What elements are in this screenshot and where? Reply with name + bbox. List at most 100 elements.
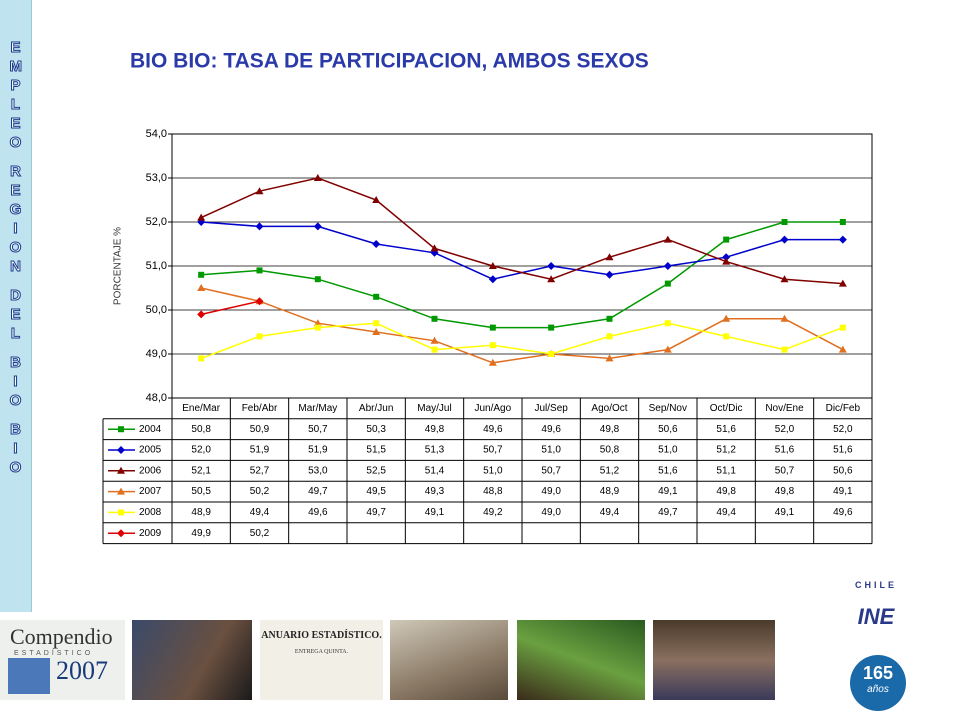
data-label: 50,7 [541, 465, 561, 476]
legend-label: 2007 [139, 486, 162, 497]
marker [372, 240, 381, 248]
marker [118, 509, 124, 516]
data-label: 49,4 [600, 507, 620, 518]
anniversary-text: años [867, 684, 889, 695]
data-label: 49,6 [833, 507, 853, 518]
x-tick-label: Sep/Nov [649, 403, 687, 414]
marker [489, 342, 496, 349]
marker [780, 235, 789, 244]
marker [198, 271, 205, 278]
data-label: 52,0 [833, 424, 853, 435]
sidebar-word: BIO [9, 354, 22, 410]
data-label: 51,9 [308, 445, 328, 456]
marker [197, 310, 206, 319]
photo [653, 620, 775, 700]
data-label: 51,9 [250, 445, 270, 456]
data-label: 51,6 [658, 465, 678, 476]
x-tick-label: Feb/Abr [242, 403, 278, 414]
x-tick-label: Nov/Ene [765, 403, 804, 414]
marker [489, 324, 496, 331]
marker [488, 275, 497, 284]
data-label: 50,3 [366, 424, 386, 435]
sidebar-word: DEL [10, 287, 22, 343]
data-label: 49,7 [366, 507, 386, 518]
data-label: 48,9 [191, 507, 211, 518]
marker [430, 336, 439, 344]
marker [117, 446, 125, 454]
x-tick-label: Jul/Sep [534, 403, 568, 414]
marker [197, 284, 206, 291]
marker [663, 235, 672, 243]
series-line [201, 221, 843, 329]
y-tick-label: 48,0 [146, 392, 167, 404]
data-label: 49,4 [716, 507, 736, 518]
data-label: 49,7 [308, 486, 328, 497]
data-label: 49,1 [833, 486, 853, 497]
marker [256, 333, 263, 340]
marker [780, 314, 789, 322]
x-tick-label: Dic/Feb [826, 403, 861, 414]
marker [313, 319, 322, 327]
marker [488, 358, 497, 366]
anuario-image: ANUARIO ESTADÍSTICO. ENTREGA QUINTA. [260, 620, 383, 700]
data-label: 50,7 [483, 445, 503, 456]
marker [838, 345, 847, 353]
marker [118, 426, 124, 433]
marker [606, 315, 613, 322]
data-label: 50,8 [600, 445, 620, 456]
marker [723, 333, 730, 340]
data-label: 51,0 [483, 465, 503, 476]
marker [197, 213, 206, 221]
anniversary-number: 165 [862, 663, 894, 683]
chart: BIO BIO: TASA DE PARTICIPACION, AMBOS SE… [102, 50, 873, 545]
legend-label: 2009 [139, 528, 162, 539]
marker [663, 262, 672, 270]
marker [781, 219, 788, 225]
sidebar: EMPLEO REGION DEL BIO BIO [0, 0, 32, 612]
marker [373, 320, 380, 327]
data-label: 48,8 [483, 486, 503, 497]
ine-logo: CHILE INE [838, 580, 914, 640]
marker [430, 244, 439, 252]
data-label: 50,7 [775, 465, 795, 476]
marker [373, 293, 380, 300]
data-label: 51,2 [600, 465, 620, 476]
data-label: 51,0 [541, 445, 561, 456]
marker [839, 219, 846, 225]
series-line [200, 322, 844, 360]
data-label: 51,6 [833, 445, 853, 456]
marker [838, 279, 847, 287]
marker [548, 324, 555, 331]
marker [780, 275, 789, 283]
data-label: 49,8 [600, 424, 620, 435]
data-label: 52,0 [191, 445, 211, 456]
data-label: 51,3 [425, 445, 445, 456]
data-label: 52,0 [775, 424, 795, 435]
marker [431, 346, 438, 353]
y-tick-label: 51,0 [146, 260, 167, 272]
marker [198, 355, 205, 362]
marker [548, 351, 555, 357]
y-tick-label: 52,0 [146, 216, 167, 228]
series-line [200, 177, 843, 285]
marker [431, 315, 438, 322]
x-tick-label: May/Jul [417, 403, 451, 414]
data-label: 50,6 [658, 424, 678, 435]
legend-label: 2006 [139, 465, 162, 476]
data-label: 49,0 [541, 507, 561, 518]
marker [314, 276, 321, 283]
marker [605, 270, 614, 279]
data-label: 51,4 [425, 465, 445, 476]
marker [547, 275, 556, 283]
compendio-text: Compendio [10, 624, 113, 649]
chart-title: BIO BIO: TASA DE PARTICIPACION, AMBOS SE… [130, 50, 649, 73]
data-label: 49,9 [191, 528, 211, 539]
data-label: 52,1 [191, 465, 211, 476]
sidebar-word: EMPLEO [9, 39, 23, 152]
marker [605, 253, 614, 261]
anniversary-logo: 165 años [850, 655, 906, 711]
y-tick-label: 50,0 [146, 304, 167, 316]
marker [723, 236, 730, 243]
compendio-sub: ESTADÍSTICO [14, 650, 94, 657]
